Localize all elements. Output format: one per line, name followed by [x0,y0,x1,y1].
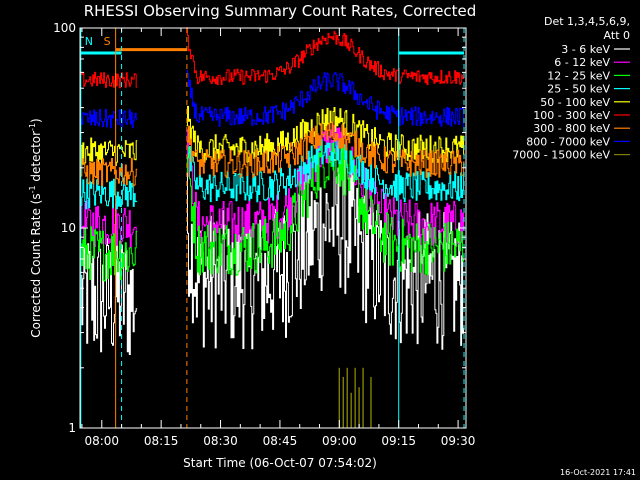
legend-label-4: 50 - 100 keV [540,96,610,109]
y-axis-label: Corrected Count Rate (s-1 detector-1) [28,118,43,337]
x-tick-label-0: 08:00 [84,434,119,448]
chart-title: RHESSI Observing Summary Count Rates, Co… [84,2,477,20]
series-line-2-seg-0 [80,226,138,282]
y-axis-label-end: ) [29,118,43,123]
legend-label-2: 12 - 25 keV [547,69,610,82]
y-axis-label-main: Corrected Count Rate (s [29,193,43,337]
y-tick-label-0: 1 [68,421,76,435]
series-line-2-seg-1 [186,140,465,276]
x-axis-label: Start Time (06-Oct-07 07:54:02) [183,456,377,470]
x-tick-label-3: 08:45 [263,434,298,448]
legend-header-2: Att 0 [604,29,630,42]
legend-label-5: 100 - 300 keV [533,109,610,122]
y-axis-label-mid: detector [29,131,43,186]
y-ticks: 1 10 100 [53,21,466,435]
y-tick-label-2: 100 [53,21,76,35]
series-line-5-seg-1 [186,27,465,86]
series-line-4-seg-1 [186,105,465,163]
series-layer [80,27,465,428]
event-layer: SN [80,28,465,428]
series-line-5-seg-0 [80,71,138,89]
series-line-6-seg-1 [186,121,465,178]
x-ticks: 08:00 08:15 08:30 08:45 09:00 09:15 09:30 [81,28,476,448]
legend-label-8: 7000 - 15000 keV [512,149,610,162]
y-tick-label-1: 10 [61,221,76,235]
x-tick-label-2: 08:30 [203,434,238,448]
series-line-1-seg-0 [80,199,138,248]
y-axis-label-sup1: -1 [28,185,37,193]
footnote-timestamp: 16-Oct-2021 17:41 [560,468,636,477]
series-line-7-seg-1 [186,69,465,128]
x-tick-label-4: 09:00 [322,434,357,448]
legend-header-1: Det 1,3,4,5,6,9, [544,15,630,28]
series-line-3-seg-0 [80,177,138,210]
legend-label-6: 300 - 800 keV [533,122,610,135]
event-label-1: N [85,35,93,48]
x-tick-label-5: 09:15 [381,434,416,448]
series-line-4-seg-0 [80,137,138,167]
series-line-6-seg-0 [80,157,138,187]
x-tick-label-6: 09:30 [441,434,476,448]
series-line-3-seg-1 [186,137,465,203]
legend-label-7: 800 - 7000 keV [526,135,610,148]
x-tick-label-1: 08:15 [144,434,179,448]
legend-label-3: 25 - 50 keV [547,83,610,96]
legend-label-1: 6 - 12 keV [554,56,610,69]
event-label-0: S [104,35,111,48]
y-axis-label-sup2: -1 [28,123,37,131]
series-line-7-seg-0 [80,108,138,129]
legend-label-0: 3 - 6 keV [561,43,610,56]
